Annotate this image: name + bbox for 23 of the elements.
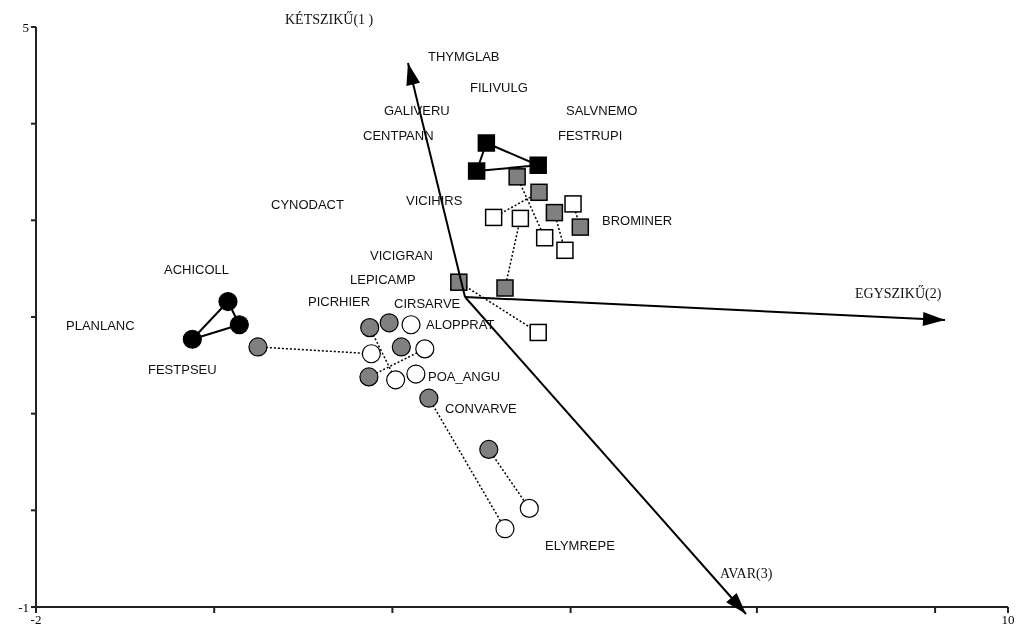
x-tick-label: -2	[30, 612, 42, 628]
annotation: CYNODACT	[271, 197, 344, 212]
annotation: BROMINER	[602, 213, 673, 228]
annotation: SALVNEMO	[566, 103, 638, 118]
annotation: PLANLANC	[66, 318, 135, 333]
y-tick-label: -1	[18, 599, 29, 615]
annotation: ACHICOLL	[164, 262, 230, 277]
annotation: PICRHIER	[308, 294, 371, 309]
annotation: FILIVULG	[470, 80, 528, 95]
annotation: ELYMREPE	[545, 538, 615, 553]
annotation: VICIGRAN	[370, 248, 433, 263]
annotation: FESTPSEU	[148, 362, 217, 377]
annotation: KÉTSZIKŰ(1 )	[285, 12, 374, 28]
annotation: POA_ANGU	[428, 369, 501, 384]
annotation: CIRSARVE	[394, 296, 461, 311]
annotation: EGYSZIKŰ(2)	[855, 286, 942, 302]
annotation: LEPICAMP	[350, 272, 416, 287]
x-tick-label: 10	[1001, 612, 1015, 628]
annotation: CONVARVE	[445, 401, 517, 416]
annotation: AVAR(3)	[720, 566, 773, 582]
annotation: FESTRUPI	[558, 128, 623, 143]
annotation: THYMGLAB	[428, 49, 500, 64]
y-tick-label: 5	[22, 19, 29, 35]
